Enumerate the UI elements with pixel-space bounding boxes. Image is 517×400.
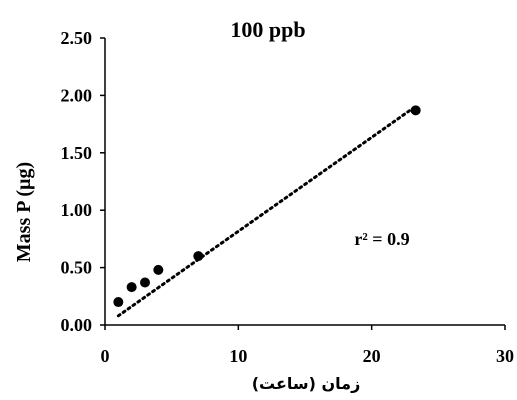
data-point (153, 264, 164, 275)
data-point (410, 105, 421, 116)
r-squared-annotation: r² = 0.9 (354, 229, 409, 249)
x-tick-label: 10 (229, 346, 247, 366)
y-tick-label: 1.00 (61, 200, 93, 220)
x-tick-label: 20 (363, 346, 381, 366)
y-tick-label: 2.50 (61, 28, 93, 48)
x-axis-ticks: 0 10 20 30 (101, 325, 514, 366)
data-point (193, 251, 204, 262)
x-tick-label: 0 (101, 346, 110, 366)
x-tick-label: 30 (496, 346, 514, 366)
y-tick-label: 0.00 (61, 315, 93, 335)
chart-title: 100 ppb (230, 17, 305, 42)
y-tick-label: 0.50 (61, 258, 93, 278)
y-axis-ticks: 0.00 0.50 1.00 1.50 2.00 2.50 (61, 28, 105, 335)
data-point (126, 282, 137, 293)
y-tick-label: 1.50 (61, 143, 93, 163)
trendline (116, 107, 414, 318)
y-axis-label: Mass P (µg) (13, 162, 35, 262)
data-point (140, 277, 150, 288)
y-tick-label: 2.00 (61, 85, 93, 105)
x-axis-label: زمان (ساعت) (252, 374, 361, 393)
data-point (113, 297, 124, 308)
data-points (113, 105, 421, 308)
